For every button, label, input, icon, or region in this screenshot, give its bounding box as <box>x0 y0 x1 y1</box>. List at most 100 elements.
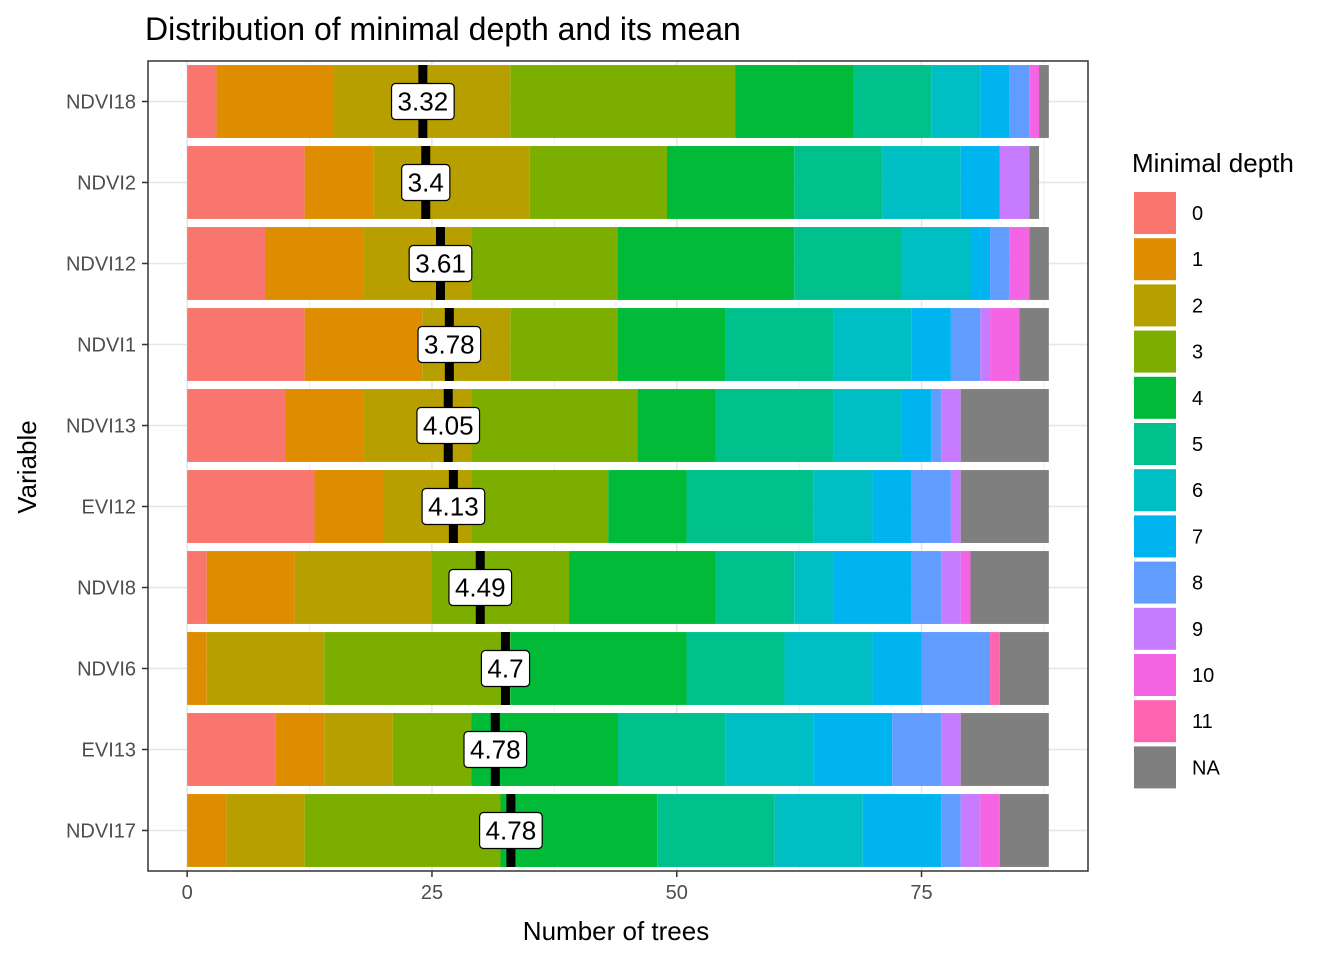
legend-key <box>1134 284 1176 327</box>
bar-row-ndvi6 <box>187 632 1049 705</box>
chart-title: Distribution of minimal depth and its me… <box>145 11 741 47</box>
y-tick-label-ndvi17: NDVI17 <box>66 821 136 843</box>
y-axis-title: Variable <box>12 420 42 513</box>
bar-segment-depth-10 <box>1029 65 1040 138</box>
bar-segment-depth-6 <box>725 713 814 786</box>
legend-key <box>1134 469 1176 512</box>
bar-segment-depth-7 <box>960 146 1000 219</box>
bar-segment-depth-1 <box>187 794 227 867</box>
bar-segment-depth-3 <box>529 146 667 219</box>
mean-label-box <box>408 244 473 283</box>
bar-segment-depth-3 <box>471 389 638 462</box>
mean-marker-ndvi6: 4.7 <box>480 632 531 705</box>
mean-label-box <box>417 325 482 364</box>
bar-segment-depth-5 <box>725 308 834 381</box>
bar-segment-depth-0 <box>187 470 315 543</box>
legend-label: 9 <box>1192 619 1203 641</box>
bar-segment-depth-0 <box>187 146 305 219</box>
legend-key <box>1134 654 1176 696</box>
bar-segment-depth-5 <box>657 794 775 867</box>
legend-key <box>1134 746 1176 789</box>
bar-segment-depth-6 <box>931 65 981 138</box>
bar-segment-depth-9 <box>950 470 961 543</box>
bar-segment-depth-1 <box>206 551 295 624</box>
y-tick-label-ndvi1: NDVI1 <box>77 335 136 357</box>
bar-segment-depth-9 <box>960 794 981 867</box>
mean-label: 3.61 <box>415 249 466 279</box>
bar-segment-depth-5 <box>853 65 932 138</box>
bar-segment-depth-5 <box>794 146 883 219</box>
bar-segment-depth-7 <box>813 713 893 786</box>
bar-segment-depth-2 <box>226 794 305 867</box>
bar-segment-depth-4 <box>666 146 795 219</box>
bar-segment-depth-11 <box>990 632 1000 705</box>
bar-segment-depth-6 <box>774 794 863 867</box>
mean-marker-ndvi13: 4.05 <box>416 389 481 462</box>
bar-segment-depth-3 <box>471 227 618 300</box>
legend-label: 11 <box>1192 711 1213 733</box>
bar-segment-depth-2 <box>373 146 530 219</box>
mean-marker-ndvi1: 3.78 <box>417 308 482 381</box>
bar-segment-depth-na <box>960 389 1049 462</box>
bar-segment-depth-1 <box>216 65 335 138</box>
legend-key <box>1134 192 1176 234</box>
legend-item-2: 2 <box>1134 284 1203 327</box>
mean-label: 3.4 <box>408 168 444 198</box>
bar-segment-depth-3 <box>304 794 501 867</box>
legend-label: 0 <box>1192 203 1203 225</box>
mean-label: 4.05 <box>423 411 474 441</box>
bar-segment-depth-na <box>1029 227 1049 300</box>
mean-label-box <box>480 649 531 688</box>
legend-label: 4 <box>1192 388 1203 410</box>
mean-label-box <box>478 811 543 850</box>
legend-key <box>1134 330 1176 373</box>
legend-item-3: 3 <box>1134 330 1203 373</box>
x-tick-label: 25 <box>421 882 443 904</box>
bar-row-ndvi8 <box>187 551 1049 624</box>
legend-key <box>1134 423 1176 465</box>
bar-segment-depth-3 <box>510 308 618 381</box>
bar-segment-depth-3 <box>510 65 736 138</box>
y-tick-label-evi12: EVI12 <box>82 497 136 519</box>
bar-segment-depth-8 <box>921 632 991 705</box>
bar-segment-depth-1 <box>304 146 374 219</box>
mean-marker-ndvi8: 4.49 <box>448 551 513 624</box>
bar-segment-depth-6 <box>794 551 834 624</box>
bar-segment-depth-4 <box>618 308 726 381</box>
bar-segment-depth-6 <box>833 308 912 381</box>
bar-segment-depth-1 <box>187 632 207 705</box>
bar-segment-depth-5 <box>618 713 726 786</box>
bar-segment-depth-5 <box>686 470 814 543</box>
bar-segment-depth-7 <box>980 65 1010 138</box>
bar-segment-depth-6 <box>901 227 971 300</box>
legend-item-na: NA <box>1134 746 1220 789</box>
bar-segment-depth-3 <box>392 713 472 786</box>
mean-markers: 3.32 3.4 3.61 3.78 4.05 4.13 4.49 4.7 4.78 4.78 <box>390 65 543 867</box>
bar-segment-depth-8 <box>950 308 981 381</box>
stacked-bars <box>187 65 1049 867</box>
bar-segment-depth-10 <box>960 551 971 624</box>
bar-row-ndvi12 <box>187 227 1049 300</box>
bar-segment-depth-10 <box>1009 227 1030 300</box>
bar-segment-depth-0 <box>187 389 286 462</box>
bar-segment-depth-5 <box>686 632 785 705</box>
mean-label-box <box>416 406 481 445</box>
bar-segment-depth-na <box>970 551 1049 624</box>
bar-segment-depth-7 <box>872 470 912 543</box>
legend-item-7: 7 <box>1134 515 1203 558</box>
legend-item-9: 9 <box>1134 607 1203 650</box>
legend-label: 5 <box>1192 434 1203 456</box>
legend-item-6: 6 <box>1134 469 1203 512</box>
bar-segment-depth-1 <box>265 227 364 300</box>
legend-key <box>1134 607 1176 650</box>
bar-row-ndvi1 <box>187 308 1049 381</box>
y-axis: NDVI18 NDVI2 NDVI12 NDVI1 NDVI13 EVI12 NDVI8 ND… <box>66 92 148 843</box>
bar-segment-depth-2 <box>206 632 325 705</box>
y-tick-label-ndvi6: NDVI6 <box>77 659 136 681</box>
bar-segment-depth-9 <box>941 713 961 786</box>
bar-segment-depth-5 <box>715 389 834 462</box>
y-tick-label-ndvi18: NDVI18 <box>66 92 136 114</box>
bar-segment-depth-6 <box>813 470 873 543</box>
x-tick-label: 50 <box>666 882 688 904</box>
